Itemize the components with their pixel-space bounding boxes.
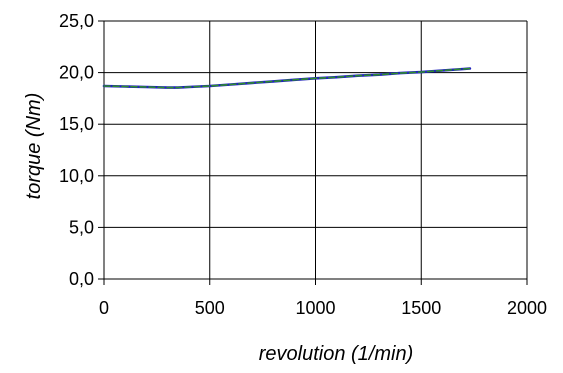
x-tick-label-4: 2000 <box>507 298 547 318</box>
y-tick-label-0: 0,0 <box>69 269 94 289</box>
y-tick-label-4: 20,0 <box>59 63 94 83</box>
x-tick-label-0: 0 <box>99 298 109 318</box>
y-tick-label-5: 25,0 <box>59 11 94 31</box>
y-tick-label-1: 5,0 <box>69 217 94 237</box>
grid <box>98 20 528 285</box>
x-tick-label-2: 1000 <box>295 298 335 318</box>
series-line-0 <box>102 67 472 89</box>
x-tick-label-3: 1500 <box>401 298 441 318</box>
x-tick-labels: 0 500 1000 1500 2000 <box>99 298 547 318</box>
y-tick-labels: 0,0 5,0 10,0 15,0 20,0 25,0 <box>59 11 94 289</box>
series-line-1 <box>103 67 471 89</box>
y-axis-title: torque (Nm) <box>23 93 45 200</box>
x-tick-label-1: 500 <box>195 298 225 318</box>
y-tick-label-2: 10,0 <box>59 166 94 186</box>
x-axis-title: revolution (1/min) <box>259 343 414 365</box>
y-tick-label-3: 15,0 <box>59 114 94 134</box>
series-lines <box>102 67 472 89</box>
